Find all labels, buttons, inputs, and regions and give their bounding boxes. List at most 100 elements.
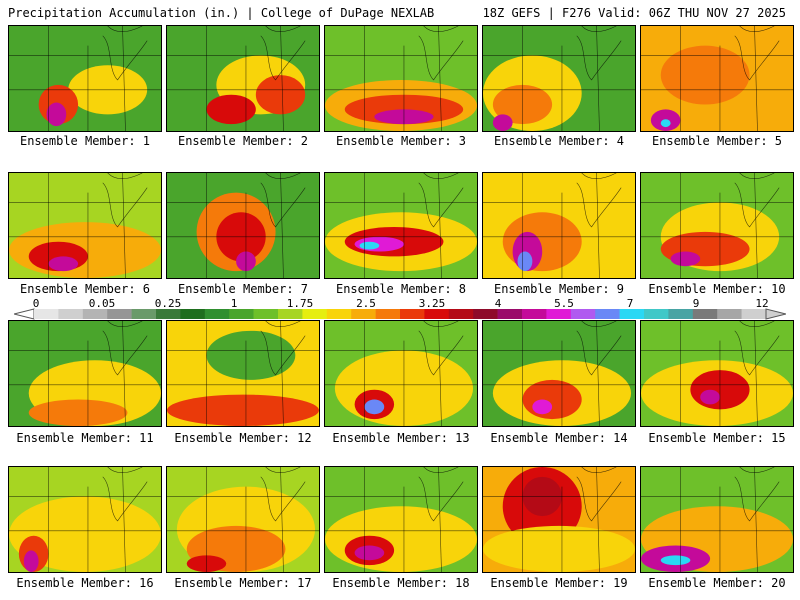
ensemble-member-label: Ensemble Member: 15 bbox=[648, 431, 786, 445]
colorbar-tick-label: 4 bbox=[494, 297, 502, 310]
map-boundary-line bbox=[438, 26, 442, 131]
colorbar-right-arrow bbox=[765, 308, 786, 320]
map-boundary-line bbox=[734, 330, 780, 376]
map-boundary-line bbox=[265, 321, 301, 327]
precip-area bbox=[660, 119, 671, 128]
ensemble-member-label: Ensemble Member: 17 bbox=[174, 576, 312, 590]
precip-map bbox=[483, 26, 635, 131]
colorbar-tick-label: 1 bbox=[230, 297, 238, 310]
precip-map bbox=[167, 321, 319, 426]
colorbar-swatch bbox=[204, 309, 230, 319]
colorbar-swatch bbox=[253, 309, 279, 319]
map-boundary-line bbox=[102, 35, 148, 81]
map-boundary-line bbox=[418, 476, 464, 522]
colorbar-swatch bbox=[302, 309, 328, 319]
map-boundary-line bbox=[102, 330, 148, 376]
map-boundary-line bbox=[122, 26, 126, 131]
map-boundary-line bbox=[418, 182, 464, 228]
ensemble-map-4 bbox=[482, 25, 636, 132]
precip-map bbox=[9, 173, 161, 278]
map-boundary-line bbox=[107, 321, 143, 327]
map-boundary-line bbox=[265, 26, 301, 32]
map-boundary-line bbox=[576, 330, 622, 376]
precip-area bbox=[359, 241, 380, 250]
map-boundary-line bbox=[739, 26, 775, 32]
map-boundary-line bbox=[423, 321, 459, 327]
colorbar-swatch bbox=[668, 309, 694, 319]
map-boundary-line bbox=[423, 467, 459, 473]
map-boundary-line bbox=[260, 35, 306, 81]
colorbar-swatch bbox=[34, 309, 59, 319]
colorbar-swatch bbox=[424, 309, 450, 319]
map-boundary-line bbox=[438, 321, 442, 426]
ensemble-map-10 bbox=[640, 172, 794, 279]
map-boundary-line bbox=[596, 173, 600, 278]
map-boundary-line bbox=[596, 26, 600, 131]
ensemble-map-1 bbox=[8, 25, 162, 132]
colorbar-swatch bbox=[400, 309, 425, 319]
precip-area bbox=[167, 394, 319, 426]
precip-map bbox=[9, 467, 161, 572]
map-boundary-line bbox=[576, 35, 622, 81]
ensemble-member-label: Ensemble Member: 16 bbox=[16, 576, 154, 590]
map-boundary-line bbox=[739, 467, 775, 473]
colorbar-tick-label: 0.05 bbox=[88, 297, 116, 310]
map-boundary-line bbox=[122, 321, 126, 426]
colorbar-swatch bbox=[570, 309, 596, 319]
ensemble-member-label: Ensemble Member: 3 bbox=[335, 134, 467, 148]
map-boundary-line bbox=[260, 476, 306, 522]
colorbar-swatch bbox=[473, 309, 498, 319]
colorbar-swatch bbox=[595, 309, 620, 319]
ensemble-member-label: Ensemble Member: 11 bbox=[16, 431, 154, 445]
precip-area bbox=[492, 114, 513, 131]
map-boundary-line bbox=[596, 321, 600, 426]
ensemble-member-label: Ensemble Member: 6 bbox=[19, 282, 151, 296]
map-boundary-line bbox=[423, 173, 459, 179]
colorbar-tick-label: 7 bbox=[626, 297, 634, 310]
colorbar-swatch bbox=[82, 309, 108, 319]
map-boundary-line bbox=[260, 182, 306, 228]
colorbar-swatch bbox=[351, 309, 376, 319]
ensemble-member-label: Ensemble Member: 20 bbox=[648, 576, 786, 590]
ensemble-member-label: Ensemble Member: 13 bbox=[332, 431, 470, 445]
map-boundary-line bbox=[418, 330, 464, 376]
ensemble-member-label: Ensemble Member: 9 bbox=[493, 282, 625, 296]
map-boundary-line bbox=[581, 321, 617, 327]
precip-map bbox=[167, 173, 319, 278]
ensemble-member-label: Ensemble Member: 18 bbox=[332, 576, 470, 590]
colorbar-tick-label: 12 bbox=[755, 297, 769, 310]
ensemble-member-label: Ensemble Member: 8 bbox=[335, 282, 467, 296]
map-boundary-line bbox=[107, 467, 143, 473]
colorbar-swatch bbox=[58, 309, 84, 319]
map-boundary-line bbox=[739, 173, 775, 179]
colorbar-swatch bbox=[692, 309, 718, 319]
colorbar-swatch bbox=[131, 309, 157, 319]
ensemble-member-label: Ensemble Member: 4 bbox=[493, 134, 625, 148]
map-boundary-line bbox=[754, 321, 758, 426]
ensemble-map-11 bbox=[8, 320, 162, 427]
precip-area bbox=[206, 330, 296, 380]
ensemble-map-19 bbox=[482, 466, 636, 573]
ensemble-map-7 bbox=[166, 172, 320, 279]
map-boundary-line bbox=[576, 182, 622, 228]
precip-area bbox=[660, 555, 691, 566]
map-boundary-line bbox=[734, 182, 780, 228]
colorbar-swatch bbox=[156, 309, 181, 319]
precip-area bbox=[48, 256, 79, 272]
colorbar-swatch bbox=[717, 309, 742, 319]
map-boundary-line bbox=[734, 476, 780, 522]
ensemble-map-20 bbox=[640, 466, 794, 573]
ensemble-map-5 bbox=[640, 25, 794, 132]
precip-area bbox=[700, 389, 720, 405]
map-boundary-line bbox=[107, 173, 143, 179]
map-boundary-line bbox=[280, 26, 284, 131]
map-boundary-line bbox=[265, 173, 301, 179]
precip-map bbox=[9, 321, 161, 426]
map-boundary-line bbox=[122, 173, 126, 278]
precip-area bbox=[255, 75, 306, 115]
map-boundary-line bbox=[581, 26, 617, 32]
map-boundary-line bbox=[581, 467, 617, 473]
map-boundary-line bbox=[596, 467, 600, 572]
precip-map bbox=[641, 26, 793, 131]
precip-map bbox=[641, 321, 793, 426]
